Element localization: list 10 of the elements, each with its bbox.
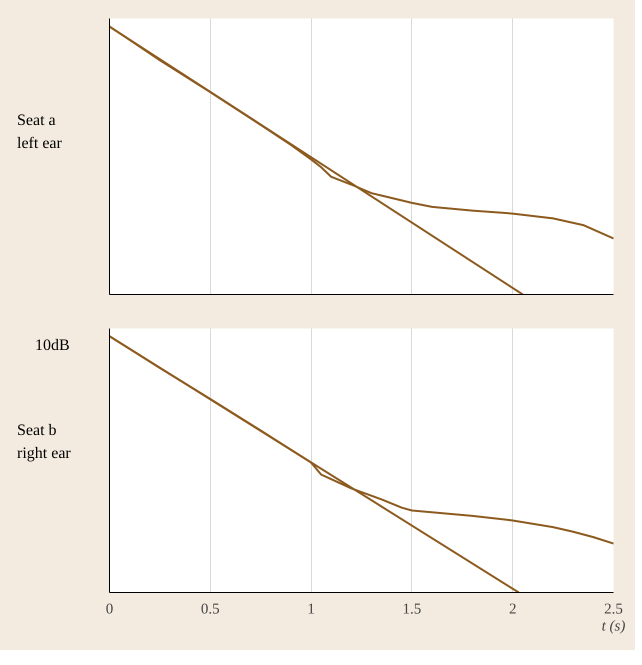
x-tick-label: 0 bbox=[106, 602, 114, 618]
y-axis-title: Seat b right ear bbox=[17, 421, 71, 464]
x-tick-label: 1.5 bbox=[402, 602, 422, 618]
x-axis-title: t (s) bbox=[602, 618, 626, 634]
x-tick-label: 2 bbox=[508, 602, 516, 618]
x-tick-label: 2.5 bbox=[604, 602, 623, 618]
x-tick-label: 0.5 bbox=[200, 602, 220, 618]
x-tick-label: 1 bbox=[307, 602, 315, 618]
y-axis-title: Seat a left ear bbox=[17, 111, 62, 154]
text: 10dB bbox=[35, 336, 70, 356]
